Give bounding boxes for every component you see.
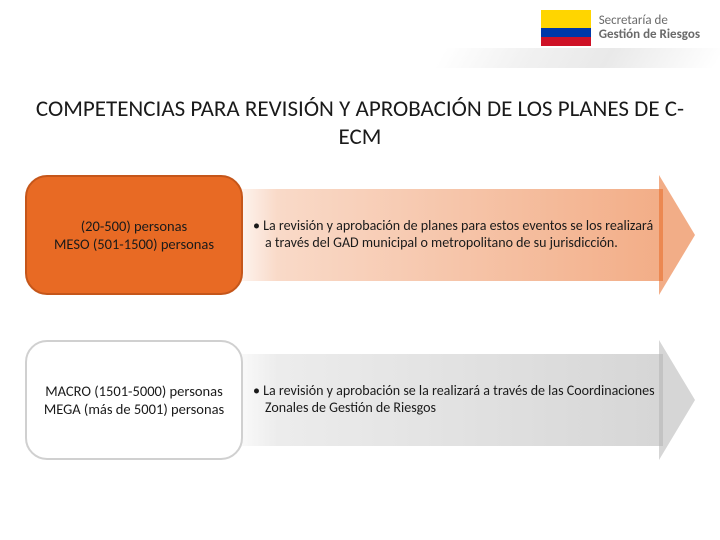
description: La revisión y aprobación de planes para … <box>225 218 695 252</box>
competency-row: (20-500) personas MESO (501-1500) person… <box>25 175 695 295</box>
category-box-macro-mega: MACRO (1501-5000) personas MEGA (más de … <box>25 340 243 460</box>
org-line1: Secretaría de <box>599 14 700 28</box>
description: La revisión y aprobación se la realizará… <box>225 383 695 417</box>
category-line: (20-500) personas <box>81 217 187 235</box>
category-box-meso: (20-500) personas MESO (501-1500) person… <box>25 175 243 295</box>
category-line: MEGA (más de 5001) personas <box>44 400 224 418</box>
page-title: COMPETENCIAS PARA REVISIÓN Y APROBACIÓN … <box>30 95 690 151</box>
description-text: La revisión y aprobación de planes para … <box>265 218 655 252</box>
description-text: La revisión y aprobación se la realizará… <box>265 383 655 417</box>
org-name: Secretaría de Gestión de Riesgos <box>599 14 700 43</box>
header-decoration <box>434 48 720 68</box>
competency-row: MACRO (1501-5000) personas MEGA (más de … <box>25 340 695 460</box>
category-line: MACRO (1501-5000) personas <box>45 382 223 400</box>
logo-flag-icon <box>541 10 591 46</box>
arrow-body: La revisión y aprobación se la realizará… <box>225 340 695 460</box>
org-line2: Gestión de Riesgos <box>599 28 700 42</box>
category-line: MESO (501-1500) personas <box>54 235 214 253</box>
header: Secretaría de Gestión de Riesgos <box>541 0 720 51</box>
arrow-body: La revisión y aprobación de planes para … <box>225 175 695 295</box>
